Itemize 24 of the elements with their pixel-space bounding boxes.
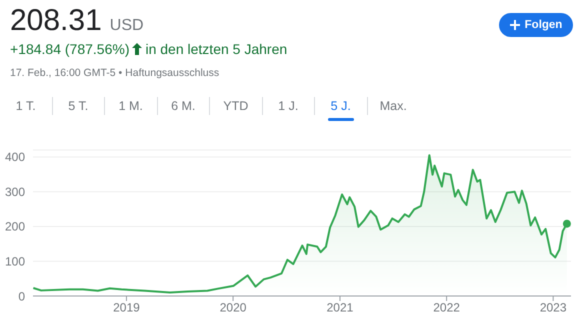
text: Max. <box>366 97 419 115</box>
x-tick-label: 2021 <box>326 300 354 315</box>
text: Folgen <box>524 19 562 31</box>
y-tick-label: 100 <box>4 254 26 268</box>
text: 1 J. <box>262 97 314 115</box>
text: 1 M. <box>104 97 156 115</box>
text: 6 M. <box>156 97 209 115</box>
text: USD <box>110 17 144 34</box>
x-tick-label: 2020 <box>220 300 247 315</box>
y-tick-label: 200 <box>4 220 26 234</box>
chart-title: 208.31 <box>10 4 102 37</box>
y-tick-label: 400 <box>4 150 26 164</box>
text: 5 T. <box>52 97 104 115</box>
x-tick-label: 2023 <box>540 300 567 315</box>
text: 17. Feb., 16:00 GMT-5 • Haftungsausschluss <box>10 67 220 79</box>
text: +184.84 (787.56%) <box>10 41 130 57</box>
y-tick-label: 0 <box>18 289 26 304</box>
text: 1 T. <box>14 98 37 115</box>
x-tick-label: 2022 <box>433 300 460 315</box>
text: YTD <box>209 97 262 115</box>
y-tick-label: 300 <box>4 184 26 199</box>
x-tick-label: 2019 <box>113 300 140 315</box>
text: 5 J. <box>314 97 366 115</box>
text: in den letzten 5 Jahren <box>145 41 288 57</box>
